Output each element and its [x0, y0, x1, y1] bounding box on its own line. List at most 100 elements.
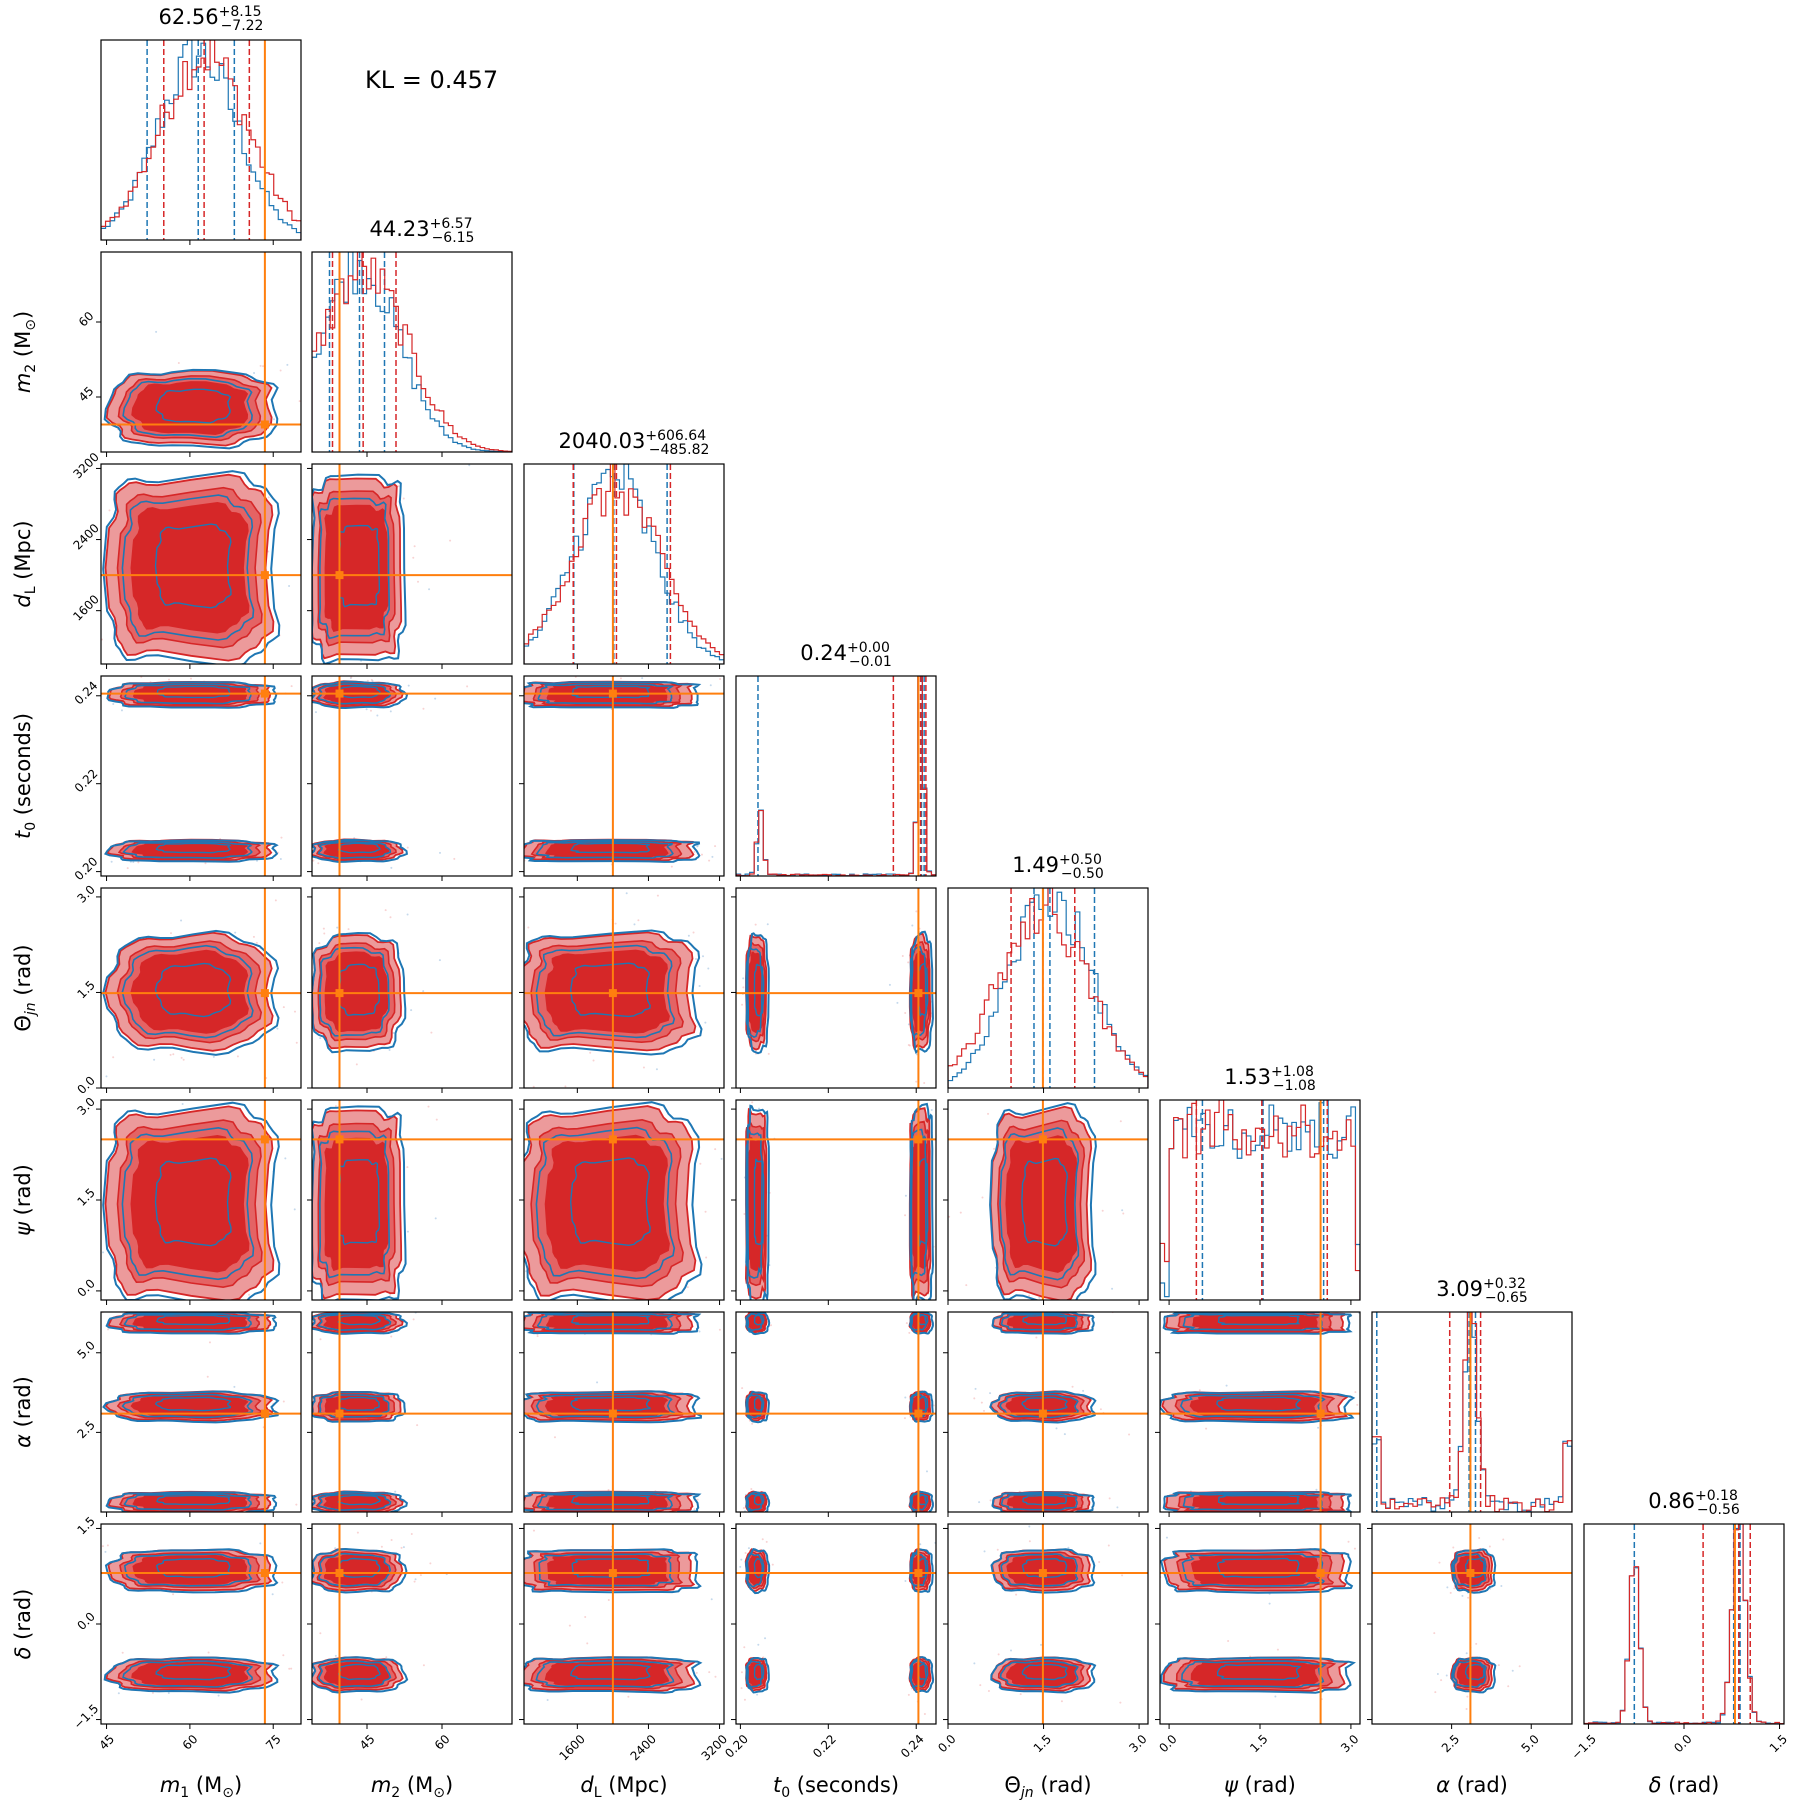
marginal-title-5: 1.53+1.08 −1.08	[1224, 1064, 1316, 1094]
y-tick-label: 3.0	[74, 882, 97, 905]
contour-blue-inner	[1021, 1396, 1068, 1412]
contour-blue-outer	[524, 839, 701, 863]
panel-5-1	[307, 1099, 513, 1305]
scatter-point	[317, 862, 320, 865]
scatter-point	[279, 857, 282, 860]
scatter-point	[1098, 1560, 1101, 1563]
scatter-point	[607, 1488, 610, 1491]
scatter-point	[564, 1085, 567, 1088]
y-tick-label: 0.0	[74, 1276, 97, 1299]
scatter-point	[435, 1118, 438, 1121]
contour-blue-mid	[908, 1659, 928, 1688]
panel-7-0: 45 60 75 −1.5 0.0 1.5	[71, 1514, 302, 1753]
scatter-point	[406, 846, 409, 849]
contour-blue-outer	[990, 1656, 1097, 1694]
contour-blue-mid	[1182, 1493, 1324, 1511]
contour-blue-mid	[745, 1552, 764, 1588]
panel-6-0: 2.5 5.0	[74, 1311, 302, 1517]
contour-blue-mid	[319, 1394, 390, 1418]
scatter-point	[206, 1375, 209, 1378]
panel-content	[1160, 1524, 1360, 1724]
contour-red-inner	[545, 1314, 670, 1330]
scatter-point	[120, 709, 123, 712]
scatter-point	[980, 1401, 983, 1404]
panel-4-3	[731, 887, 937, 1093]
panel-4-1	[307, 887, 513, 1093]
y-tick-label: 0.24	[72, 679, 101, 708]
scatter-point	[453, 857, 456, 860]
scatter-point	[389, 916, 392, 919]
contour-blue-mid	[909, 945, 927, 1038]
contour-blue-inner	[570, 1396, 651, 1412]
truth-marker	[608, 1569, 617, 1578]
contour-blue-mid	[745, 946, 763, 1038]
contour-blue-mid	[1181, 1552, 1326, 1587]
scatter-point	[394, 1490, 397, 1493]
contour-blue-outer	[1160, 1548, 1354, 1594]
x-axis-label-6: α (rad)	[1436, 1773, 1508, 1797]
scatter-point	[407, 684, 410, 687]
panel-content	[524, 1524, 724, 1724]
scatter-point	[714, 1148, 717, 1151]
scatter-point	[406, 1166, 409, 1169]
scatter-point	[1465, 1708, 1468, 1711]
scatter-point	[413, 545, 416, 548]
scatter-point	[923, 1081, 926, 1084]
scatter-point	[430, 1031, 433, 1034]
y-tick-label: −1.5	[71, 1701, 102, 1732]
contour-blue-outer	[1162, 1491, 1353, 1512]
scatter-point	[997, 1653, 1000, 1656]
panel-frame	[311, 251, 513, 453]
scatter-point	[392, 1032, 395, 1035]
scatter-point	[1063, 1433, 1066, 1436]
scatter-point	[290, 685, 293, 688]
panel-frame	[311, 1311, 513, 1513]
histogram-blue	[101, 40, 301, 240]
truth-marker	[335, 1569, 344, 1578]
scatter-point	[743, 1646, 746, 1649]
contour-blue-inner	[753, 1158, 765, 1246]
contour-blue-inner	[156, 1494, 231, 1506]
panel-content	[312, 888, 512, 1088]
truth-marker	[608, 989, 617, 998]
scatter-point	[948, 1215, 951, 1218]
scatter-point	[172, 1053, 175, 1056]
y-tick-label: 1600	[70, 592, 101, 623]
scatter-point	[973, 1662, 976, 1665]
scatter-point	[714, 1675, 717, 1678]
scatter-point	[568, 1624, 571, 1627]
panel-1-1: 44.23+6.57 −6.15	[311, 216, 513, 457]
panel-2-2: 2040.03+606.64 −485.82	[523, 428, 725, 669]
panel-frame	[311, 887, 513, 1089]
scatter-point	[741, 1387, 744, 1390]
scatter-point	[742, 986, 745, 989]
panel-content	[524, 1312, 724, 1512]
contour-blue-outer	[524, 1548, 702, 1594]
scatter-point	[1436, 1672, 1439, 1675]
scatter-point	[915, 910, 918, 913]
scatter-point	[366, 679, 369, 682]
contour-red-inner	[323, 1661, 390, 1687]
scatter-point	[356, 1531, 359, 1534]
contour-red-inner	[1006, 1661, 1077, 1687]
scatter-point	[1445, 1674, 1448, 1677]
panel-content	[524, 464, 724, 664]
marginal-title-7: 0.86+0.18 −0.56	[1648, 1488, 1740, 1518]
truth-marker	[914, 989, 923, 998]
contour-red-inner	[544, 1134, 670, 1272]
panel-frame	[1159, 1099, 1361, 1301]
scatter-point	[256, 859, 259, 862]
scatter-point	[907, 1023, 910, 1026]
contour-blue-mid	[1000, 1313, 1078, 1331]
scatter-point	[106, 1328, 109, 1331]
histogram-red	[101, 40, 301, 240]
scatter-point	[397, 485, 400, 488]
y-axis-label-2: dL (Mpc)	[11, 520, 39, 607]
marginal-title-6: 3.09+0.32 −0.65	[1436, 1276, 1528, 1306]
contour-blue-inner	[1022, 1494, 1068, 1506]
scatter-point	[281, 1581, 284, 1584]
scatter-point	[754, 923, 757, 926]
panel-6-6: 3.09+0.32 −0.65	[1371, 1276, 1573, 1517]
y-tick-label: 2.5	[74, 1418, 97, 1441]
scatter-point	[1071, 1385, 1074, 1388]
